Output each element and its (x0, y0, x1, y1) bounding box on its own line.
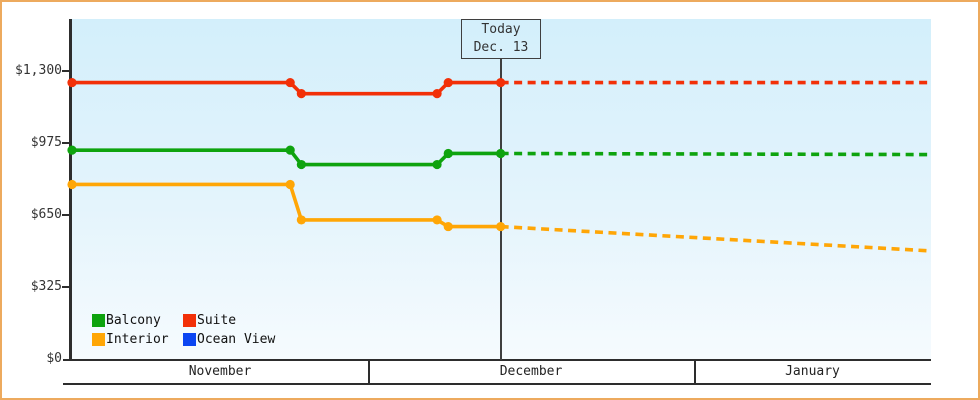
y-axis-label: $650 (30, 207, 62, 222)
month-divider-dec-jan (694, 360, 696, 384)
y-tick-325 (62, 286, 70, 288)
legend-item-suite: Suite (183, 313, 236, 328)
x-axis-band-december: December (499, 364, 563, 379)
month-band-bottom-line (63, 383, 931, 385)
balcony-color-swatch-icon (92, 314, 105, 327)
y-tick-650 (62, 214, 70, 216)
legend-item-balcony: Balcony (92, 313, 183, 328)
y-axis-label: $0 (46, 351, 62, 366)
x-axis-line (63, 359, 931, 361)
chart-legend: Balcony Suite Interior Ocean View (92, 311, 275, 349)
today-annotation: Today Dec. 13 (461, 19, 541, 59)
y-tick-1300 (62, 70, 70, 72)
legend-row: Balcony Suite (92, 311, 275, 330)
x-axis-band-november: November (188, 364, 252, 379)
month-divider-nov-dec (368, 360, 370, 384)
legend-label: Balcony (106, 313, 161, 328)
legend-label: Ocean View (197, 332, 276, 347)
plot-area (72, 19, 931, 360)
legend-label: Suite (197, 313, 237, 328)
suite-color-swatch-icon (183, 314, 196, 327)
y-axis-label: $975 (30, 135, 62, 150)
y-axis-label: $325 (30, 279, 62, 294)
legend-item-interior: Interior (92, 332, 183, 347)
legend-row: Interior Ocean View (92, 330, 275, 349)
y-axis-label: $1,300 (15, 63, 62, 78)
legend-item-ocean-view: Ocean View (183, 332, 275, 347)
today-annotation-line2: Dec. 13 (473, 40, 529, 55)
legend-label: Interior (106, 332, 169, 347)
y-tick-975 (62, 142, 70, 144)
x-axis-band-january: January (785, 364, 840, 379)
ocean-view-color-swatch-icon (183, 333, 196, 346)
today-vertical-line (500, 59, 502, 360)
today-annotation-line1: Today (481, 22, 521, 37)
interior-color-swatch-icon (92, 333, 105, 346)
